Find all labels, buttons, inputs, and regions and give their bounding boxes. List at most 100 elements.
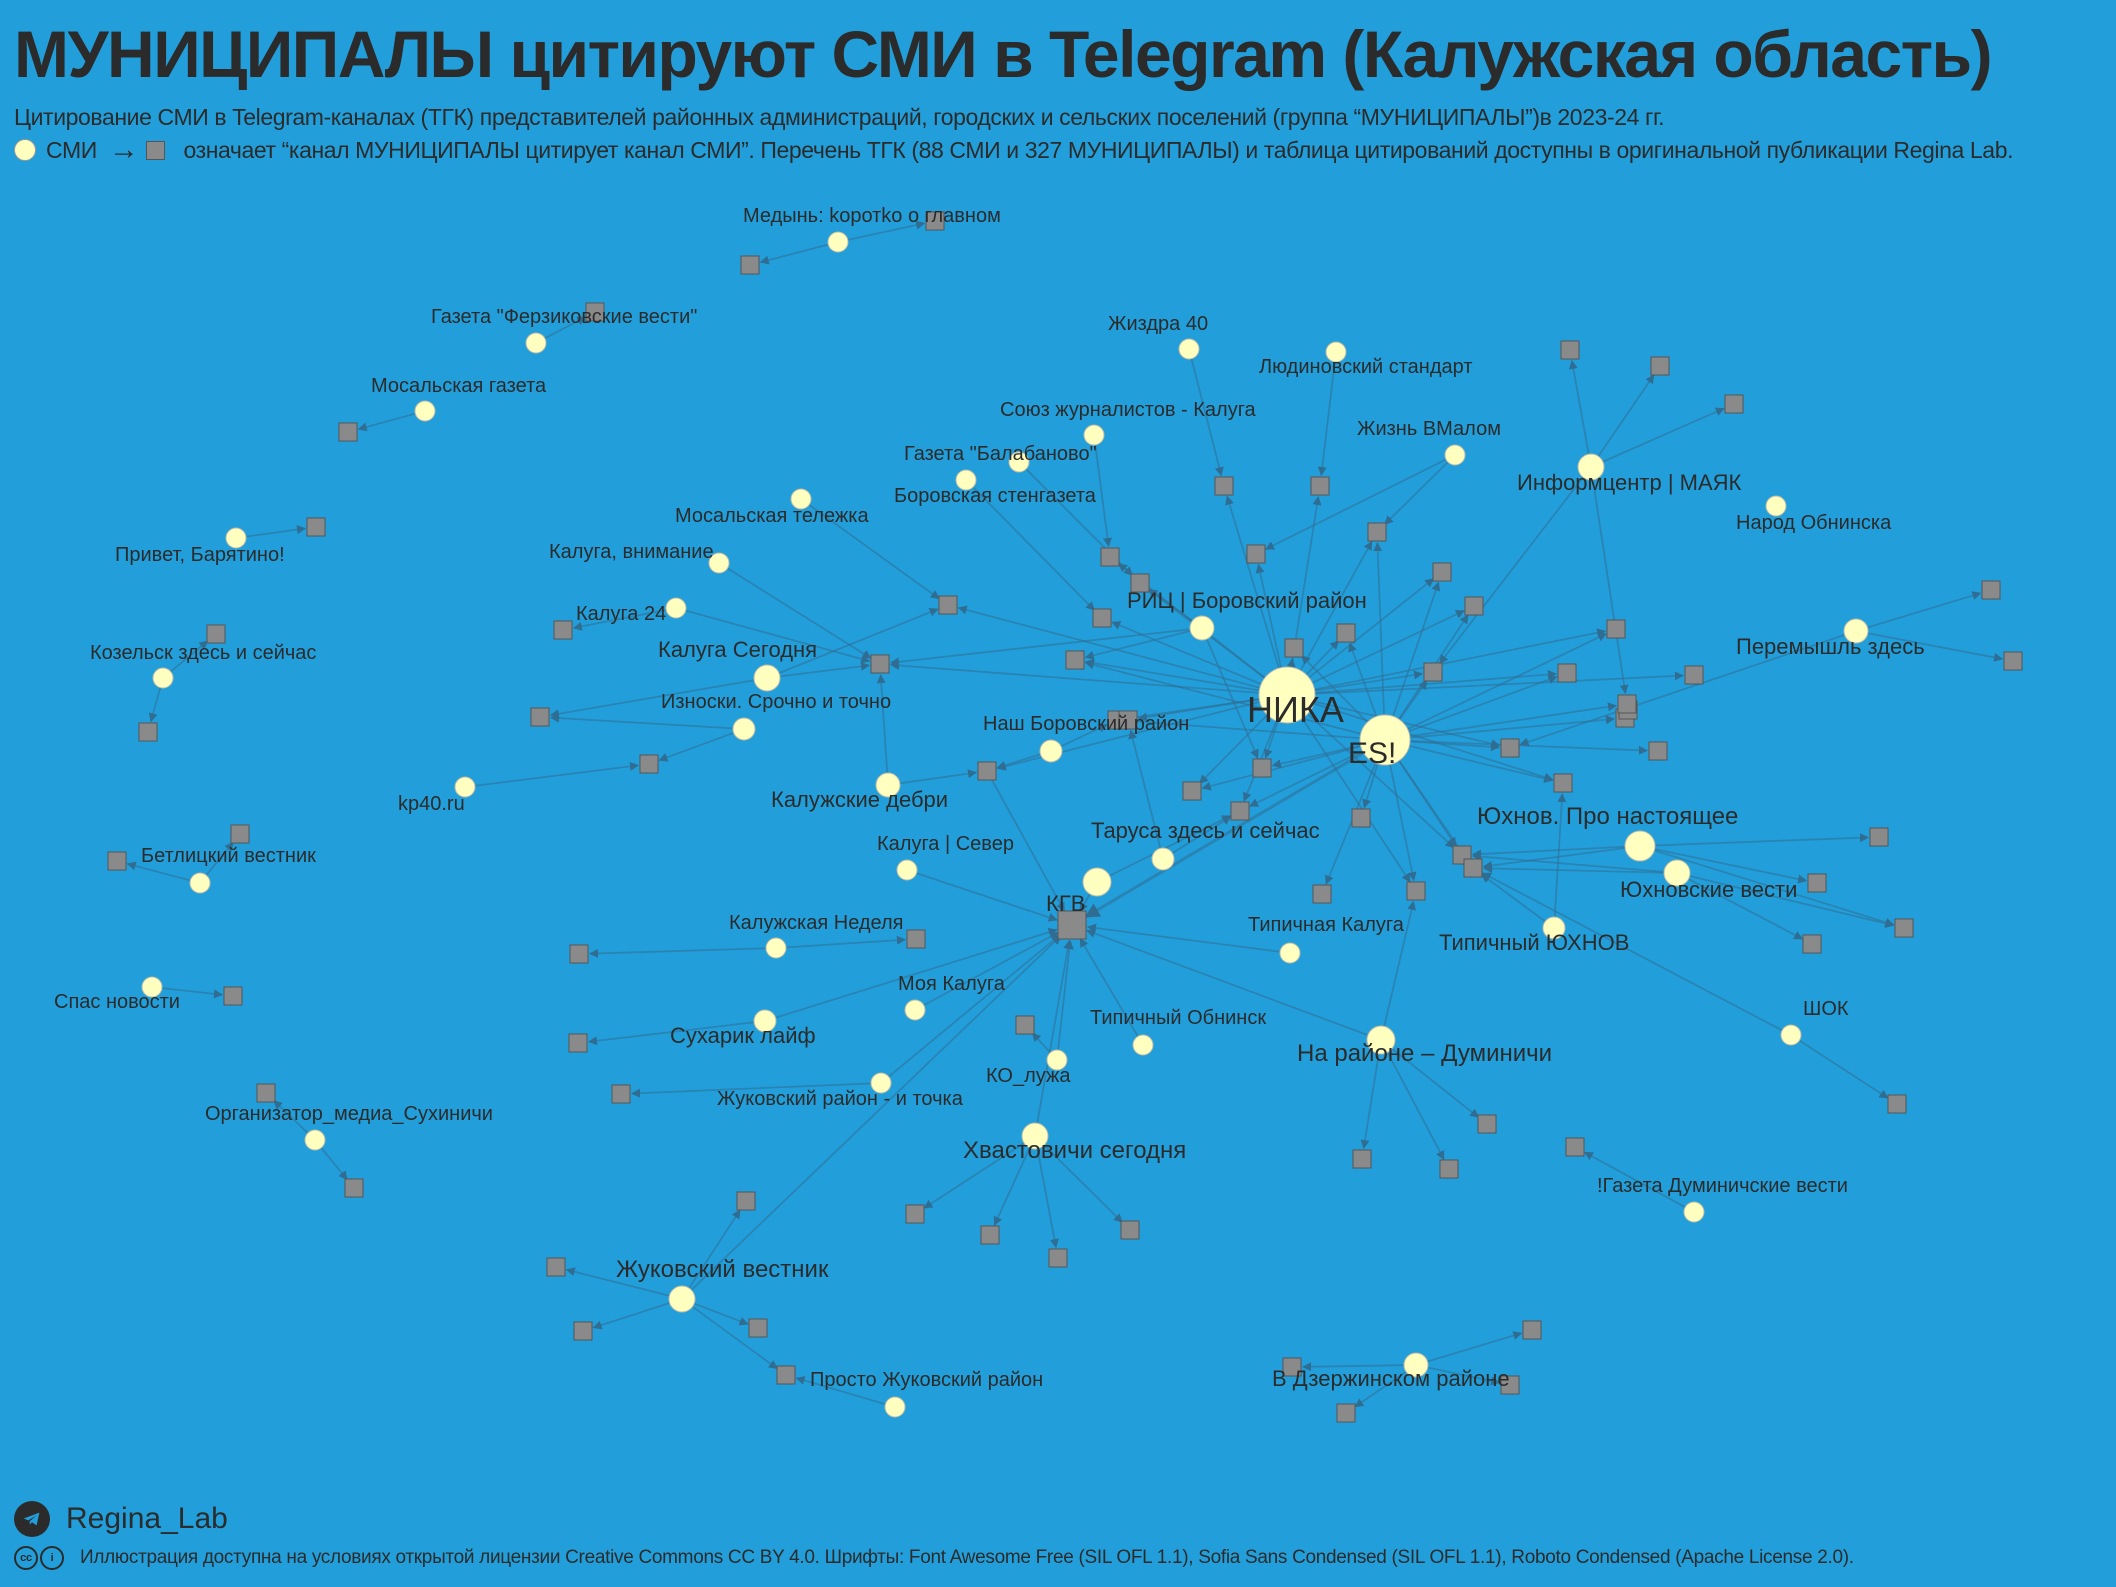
media-node-organizator bbox=[304, 1129, 326, 1151]
citation-edge bbox=[658, 731, 734, 762]
citation-edge bbox=[1084, 630, 1191, 660]
media-node-kaluzhskaya-nedelya bbox=[765, 937, 787, 959]
citation-edge bbox=[1654, 833, 1869, 847]
municipal-node bbox=[256, 1083, 276, 1103]
citation-edge bbox=[923, 931, 1059, 1007]
municipal-node bbox=[1684, 665, 1704, 685]
label-organizator: Организатор_медиа_Сухиничи bbox=[205, 1103, 493, 1125]
label-tarusa: Таруса здесь и сейчас bbox=[1091, 818, 1320, 843]
citation-edge bbox=[1301, 717, 1411, 883]
municipal-node bbox=[530, 707, 550, 727]
media-node-kgv-media bbox=[1082, 867, 1112, 897]
municipal-node bbox=[1606, 619, 1626, 639]
municipal-node bbox=[1724, 394, 1744, 414]
municipal-node bbox=[1118, 710, 1138, 730]
citation-edge bbox=[1128, 729, 1162, 849]
citation-edge bbox=[1079, 937, 1139, 1037]
media-node-tipichny-obninsk bbox=[1132, 1034, 1154, 1056]
media-node-kaluga-sever bbox=[896, 859, 918, 881]
citation-edge bbox=[631, 1082, 872, 1098]
citation-edge bbox=[1084, 751, 1365, 919]
citation-edge bbox=[148, 687, 162, 723]
municipal-node bbox=[1100, 547, 1120, 567]
media-node-narod-obninsk bbox=[1765, 495, 1787, 517]
municipal-node bbox=[736, 1191, 756, 1211]
citation-edge bbox=[1597, 374, 1655, 457]
citation-edge bbox=[779, 661, 870, 678]
label-kaluga-sever: Калуга | Север bbox=[877, 833, 1014, 855]
label-shok: ШОК bbox=[1803, 998, 1849, 1020]
citation-edge bbox=[876, 674, 889, 774]
label-balabanovo: Газета "Балабаново" bbox=[904, 443, 1097, 465]
label-kaluga24: Калуга 24 bbox=[576, 603, 666, 625]
label-zhukovsky-vestnik: Жуковский вестник bbox=[616, 1256, 829, 1283]
label-es: ES! bbox=[1348, 737, 1396, 770]
citation-edge bbox=[357, 412, 416, 432]
municipal-node bbox=[1015, 1015, 1035, 1035]
municipal-node bbox=[1352, 1149, 1372, 1169]
municipal-node bbox=[1351, 808, 1371, 828]
label-iznoski: Износки. Срочно и точно bbox=[661, 691, 891, 713]
label-gazeta-duminichi: !Газета Думиничские вести bbox=[1597, 1175, 1848, 1197]
citation-edge bbox=[808, 504, 940, 600]
citation-edge bbox=[691, 1305, 778, 1370]
citation-edge bbox=[1398, 680, 1428, 721]
citation-edge bbox=[1568, 359, 1590, 455]
citation-edge bbox=[1043, 1144, 1123, 1223]
citation-edge bbox=[572, 609, 667, 631]
citation-edge bbox=[245, 525, 306, 538]
municipal-node bbox=[925, 211, 945, 231]
municipal-node bbox=[1560, 340, 1580, 360]
citation-edge bbox=[550, 713, 734, 730]
citation-edge bbox=[1031, 1032, 1051, 1054]
municipal-node bbox=[1282, 1357, 1302, 1377]
label-khvastovichi: Хвастовичи сегодня bbox=[963, 1137, 1186, 1164]
label-kp40: kp40.ru bbox=[398, 793, 465, 815]
municipal-node bbox=[1802, 934, 1822, 954]
municipal-node bbox=[1284, 638, 1304, 658]
citation-edge bbox=[1084, 658, 1260, 692]
municipal-node bbox=[569, 944, 589, 964]
municipal-node bbox=[1230, 801, 1250, 821]
citation-edge bbox=[1472, 845, 1626, 859]
citation-edge bbox=[847, 220, 926, 241]
citation-edge bbox=[1427, 1331, 1523, 1363]
citation-edge bbox=[1409, 702, 1618, 738]
municipal-node bbox=[1092, 608, 1112, 628]
municipal-node bbox=[1522, 1320, 1542, 1340]
municipal-node bbox=[553, 620, 573, 640]
municipal-node bbox=[1869, 827, 1889, 847]
citation-edge bbox=[1689, 875, 1895, 928]
label-dzerzhinsky: В Дзержинском районе bbox=[1272, 1366, 1510, 1391]
label-yukhnov-vesti: Юхновские вести bbox=[1620, 877, 1797, 902]
municipal-node bbox=[223, 986, 243, 1006]
citation-edge bbox=[1362, 763, 1379, 809]
citation-edge bbox=[1354, 1371, 1407, 1408]
municipal-node bbox=[1894, 918, 1914, 938]
citation-edge bbox=[890, 660, 1260, 694]
citation-edge bbox=[1384, 461, 1449, 525]
media-node-ric-borovsk bbox=[1189, 615, 1215, 641]
media-node-soyuz bbox=[1083, 424, 1105, 446]
municipal-node bbox=[748, 1318, 768, 1338]
citation-edge bbox=[1317, 361, 1336, 476]
citation-edge bbox=[1271, 744, 1361, 769]
label-zhizn-vmalom: Жизнь ВМалом bbox=[1357, 418, 1501, 440]
media-node-kp40 bbox=[454, 776, 476, 798]
citation-edge bbox=[690, 935, 1062, 1291]
citation-edge bbox=[785, 935, 906, 949]
citation-edge bbox=[273, 1099, 309, 1134]
label-ko-luzha: КО_лужа bbox=[986, 1065, 1071, 1087]
municipal-node bbox=[1120, 1220, 1140, 1240]
label-infocentr: Информцентр | МАЯК bbox=[1517, 470, 1742, 495]
citation-edge bbox=[957, 605, 1261, 689]
citation-edge bbox=[972, 486, 1095, 611]
municipal-node bbox=[1981, 580, 2001, 600]
citation-edge bbox=[1386, 1051, 1445, 1161]
media-node-spas bbox=[141, 976, 163, 998]
media-node-kaluga24 bbox=[665, 597, 687, 619]
municipal-node bbox=[905, 1204, 925, 1224]
label-sukharik: Сухарик лайф bbox=[670, 1023, 816, 1048]
citation-edge bbox=[1263, 721, 1279, 759]
citation-edge bbox=[320, 1147, 348, 1181]
